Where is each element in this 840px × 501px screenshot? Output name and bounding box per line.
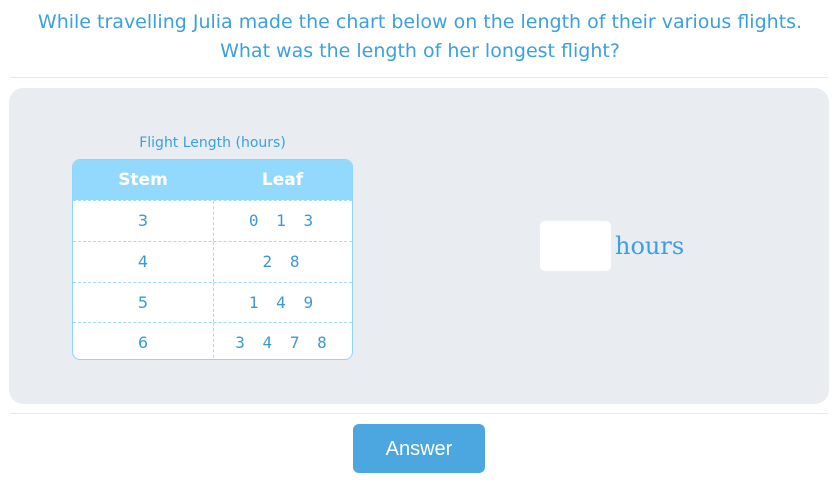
table-header: Stem Leaf xyxy=(73,160,352,200)
stem-leaf-table: Stem Leaf 3 0 1 3 4 2 8 5 1 4 9 6 3 4 7 … xyxy=(72,159,353,360)
header-leaf: Leaf xyxy=(261,170,304,190)
leaf-cell: 3 4 7 8 xyxy=(235,333,331,353)
leaf-cell: 0 1 3 xyxy=(248,211,318,230)
header-stem: Stem xyxy=(118,170,168,190)
divider-top xyxy=(10,77,828,78)
table-row: 4 2 8 xyxy=(73,240,352,282)
table-row: 5 1 4 9 xyxy=(73,281,352,323)
leaf-cell: 2 8 xyxy=(262,251,304,271)
divider-bottom xyxy=(10,413,828,414)
stem-cell: 3 xyxy=(73,201,214,241)
leaf-cell: 1 4 9 xyxy=(248,292,318,312)
answer-button[interactable]: Answer xyxy=(353,424,485,473)
table-caption: Flight Length (hours) xyxy=(139,135,286,151)
table-row: 3 0 1 3 xyxy=(73,200,352,241)
stem-cell: 5 xyxy=(73,282,214,323)
question-line-1: While travelling Julia made the chart be… xyxy=(37,11,803,33)
stem-cell: 6 xyxy=(73,323,214,359)
question-text: While travelling Julia made the chart be… xyxy=(0,8,840,66)
answer-input[interactable] xyxy=(540,221,611,271)
table-row: 6 3 4 7 8 xyxy=(73,322,352,359)
unit-label: hours xyxy=(615,232,685,260)
stem-cell: 4 xyxy=(73,241,214,282)
question-line-2: What was the length of her longest fligh… xyxy=(220,40,620,62)
